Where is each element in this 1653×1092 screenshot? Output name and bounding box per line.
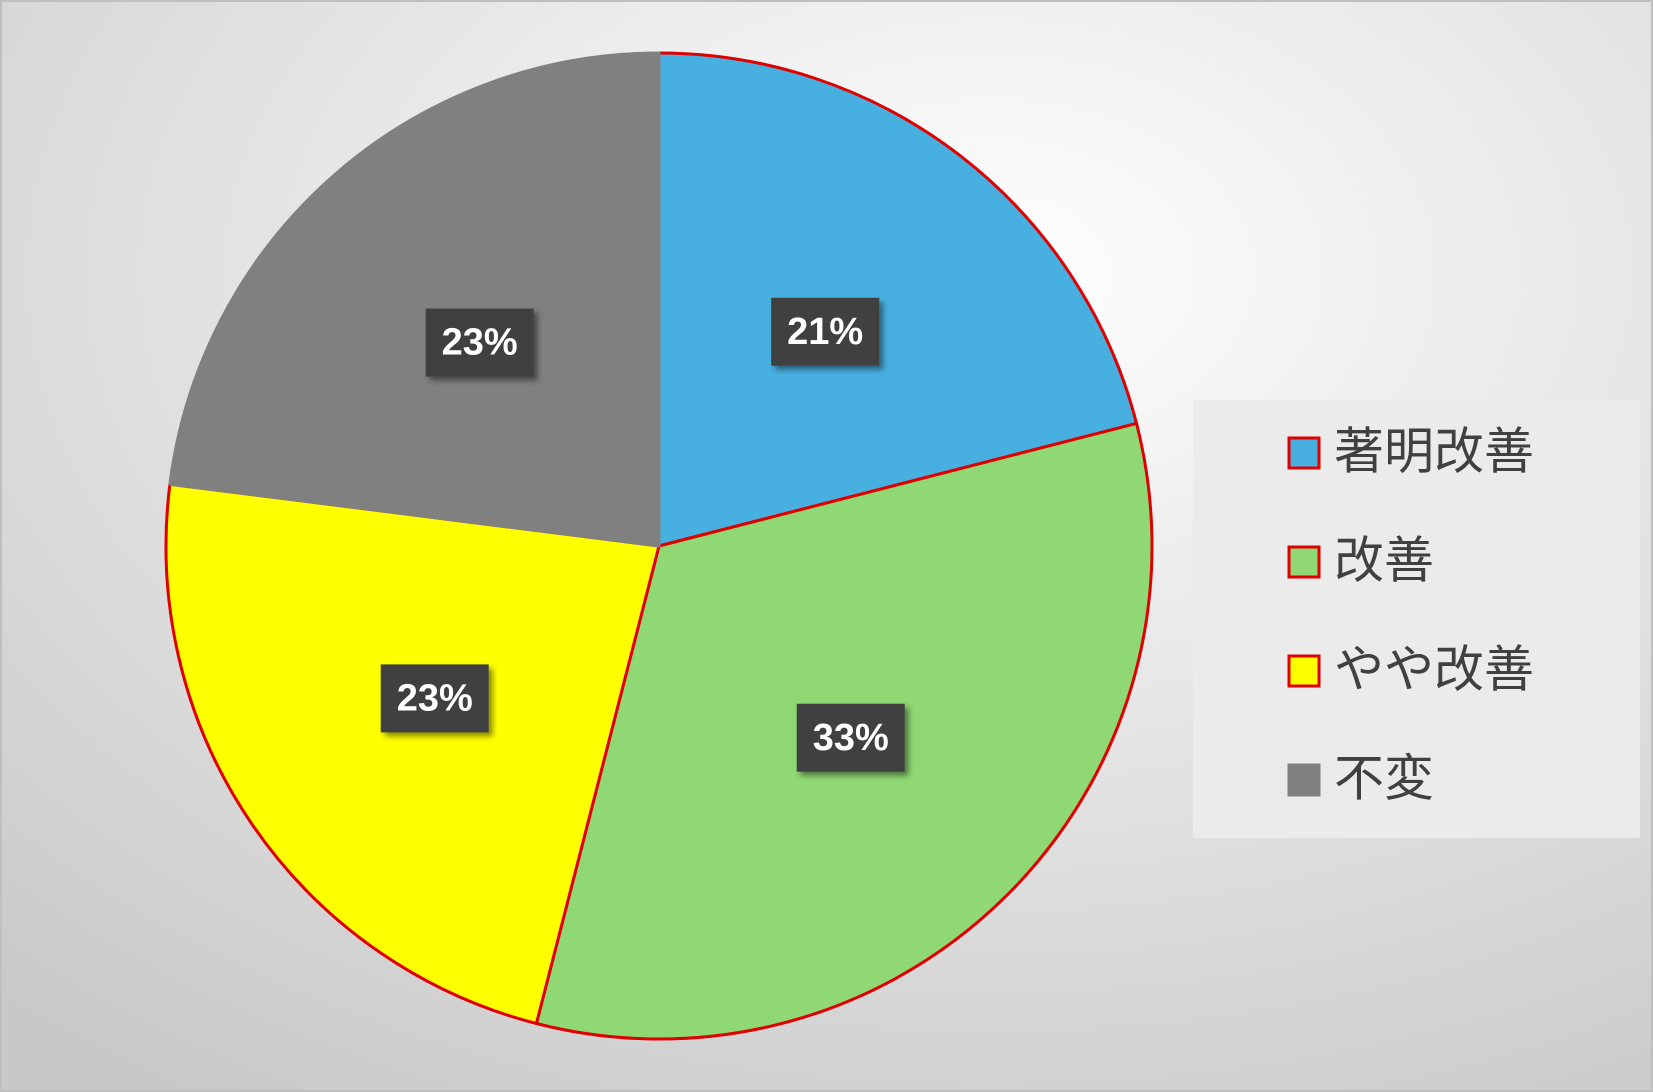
data-label-box — [771, 297, 880, 366]
legend-label: 不変 — [1334, 750, 1434, 808]
data-label-box — [425, 308, 534, 377]
data-label: 21% — [771, 297, 880, 366]
data-label-text: 21% — [787, 311, 863, 353]
legend-swatch — [1287, 763, 1321, 797]
legend-label: やや改善 — [1334, 641, 1534, 699]
legend-swatch — [1287, 545, 1321, 579]
legend-swatch — [1287, 654, 1321, 688]
data-label-box — [796, 703, 905, 772]
data-label-text: 23% — [442, 322, 518, 364]
data-label-text: 23% — [397, 677, 473, 719]
legend-label: 改善 — [1334, 532, 1434, 590]
pie-slice — [168, 51, 661, 548]
pie-slice — [657, 51, 1139, 548]
pie-slice — [164, 482, 661, 1026]
data-label-box — [380, 664, 489, 733]
legend-label: 著明改善 — [1334, 423, 1534, 481]
data-label: 23% — [380, 664, 489, 733]
data-label: 33% — [796, 703, 905, 772]
legend-swatch — [1287, 436, 1321, 470]
data-label: 23% — [425, 308, 534, 377]
legend-box — [1193, 400, 1640, 838]
data-label-text: 33% — [813, 717, 889, 759]
